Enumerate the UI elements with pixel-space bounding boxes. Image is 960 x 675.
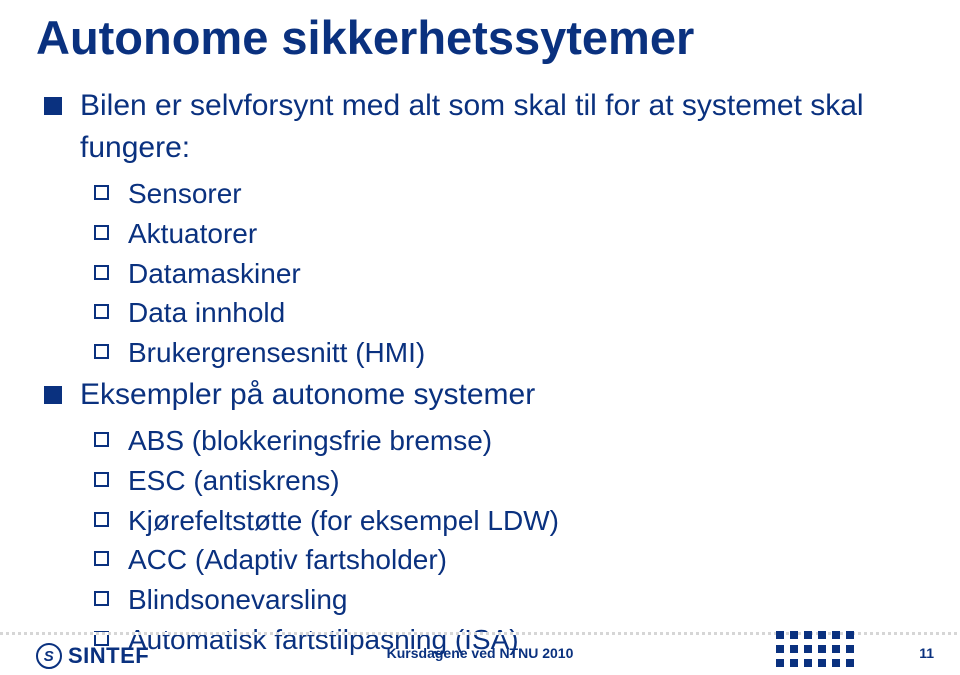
dot [790, 645, 798, 653]
page-number: 11 [919, 645, 934, 661]
dot [776, 659, 784, 667]
dot [818, 659, 826, 667]
slide: Autonome sikkerhetssytemer Bilen er selv… [0, 0, 960, 675]
bullet-lvl1: Bilen er selvforsynt med alt som skal ti… [44, 85, 904, 169]
dot [832, 631, 840, 639]
bullet-lvl1: Eksempler på autonome systemer [44, 374, 904, 416]
dot [832, 645, 840, 653]
dot [832, 659, 840, 667]
slide-title: Autonome sikkerhetssytemer [36, 10, 694, 65]
bullet-lvl2: Blindsonevarsling [44, 581, 904, 619]
dot [846, 645, 854, 653]
slide-body: Bilen er selvforsynt med alt som skal ti… [44, 85, 904, 661]
bullet-lvl2: ACC (Adaptiv fartsholder) [44, 541, 904, 579]
bullet-lvl2: Datamaskiner [44, 255, 904, 293]
dot [790, 631, 798, 639]
bullet-lvl2: Kjørefeltstøtte (for eksempel LDW) [44, 502, 904, 540]
dot-grid [776, 631, 854, 667]
dot [804, 659, 812, 667]
dot [846, 631, 854, 639]
dot [790, 659, 798, 667]
bullet-lvl2: Aktuatorer [44, 215, 904, 253]
dot [818, 631, 826, 639]
dot [846, 659, 854, 667]
bullet-lvl2: ESC (antiskrens) [44, 462, 904, 500]
dot [804, 631, 812, 639]
dot [818, 645, 826, 653]
bullet-lvl2: Brukergrensesnitt (HMI) [44, 334, 904, 372]
dot [776, 631, 784, 639]
bullet-lvl2: Data innhold [44, 294, 904, 332]
bullet-lvl2: ABS (blokkeringsfrie bremse) [44, 422, 904, 460]
dot [776, 645, 784, 653]
bullet-lvl2: Sensorer [44, 175, 904, 213]
dot [804, 645, 812, 653]
